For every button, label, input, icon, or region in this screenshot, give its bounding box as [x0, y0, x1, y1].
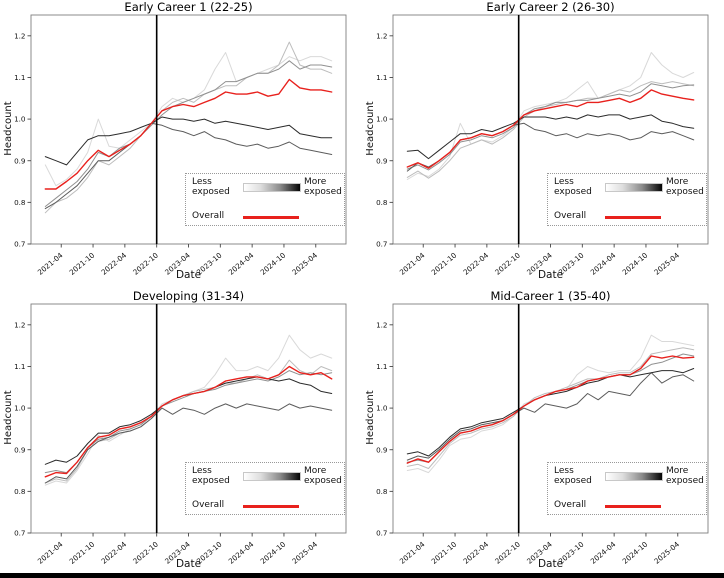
series-quintile-5-most-exposed [44, 376, 333, 465]
legend-exposure-row: Less exposed More exposed [192, 466, 342, 487]
x-axis-label: Date [175, 558, 202, 570]
overall-line-swatch [605, 504, 661, 508]
legend-less-exposed-label: Less exposed [554, 466, 592, 486]
legend: Less exposed More exposed Overall [547, 173, 707, 226]
legend-more-exposed-label: More exposed [304, 466, 342, 486]
y-tick-label: 1.2 [14, 31, 25, 40]
legend-overall-row: Overall [192, 500, 338, 511]
subplot-early-career-1: 0.7 0.8 0.9 1.0 1.1 1.2 2021-04 2021-10 2022-04 2… [0, 0, 362, 289]
legend: Less exposed More exposed Overall [185, 462, 345, 515]
series-quintile-1-least-exposed [44, 52, 333, 187]
series-quintile-2 [406, 347, 695, 469]
figure-bottom-border [0, 573, 724, 578]
series-overall [406, 89, 695, 169]
legend-overall-label: Overall [554, 500, 587, 511]
series-quintile-5-most-exposed [406, 114, 695, 160]
legend-less-exposed-label: Less exposed [192, 177, 230, 197]
x-axis-label: Date [537, 269, 564, 281]
y-tick-label: 0.7 [14, 529, 25, 538]
exposure-gradient-swatch [605, 183, 663, 193]
y-tick-label: 1.1 [376, 362, 387, 371]
subplot-early-career-2: 0.7 0.8 0.9 1.0 1.1 1.2 2021-04 2021-10 2022-04 2… [362, 0, 724, 289]
y-tick-label: 0.7 [376, 240, 387, 249]
exposure-gradient-swatch [605, 472, 663, 482]
legend-more-exposed-label: More exposed [666, 177, 704, 197]
series-quintile-3 [406, 83, 695, 171]
series-quintile-3 [44, 60, 333, 207]
series-quintile-5-most-exposed [406, 368, 695, 457]
subplot-developing: 0.7 0.8 0.9 1.0 1.1 1.2 2021-04 2021-10 2022-04 2… [0, 289, 362, 578]
y-axis-label: Headcount [365, 390, 376, 445]
overall-line-swatch [243, 504, 299, 508]
series-quintile-4 [44, 122, 333, 210]
y-tick-label: 1.1 [14, 362, 25, 371]
legend-overall-label: Overall [192, 500, 225, 511]
legend-overall-row: Overall [192, 211, 338, 222]
series-overall [406, 355, 695, 464]
y-axis-label: Headcount [3, 390, 14, 445]
chart-title: Early Career 2 (26-30) [486, 0, 615, 14]
overall-line-swatch [243, 215, 299, 219]
series-quintile-1-least-exposed [406, 52, 695, 180]
y-tick-label: 1.1 [376, 73, 387, 82]
legend-more-exposed-label: More exposed [666, 466, 704, 486]
legend-overall-row: Overall [554, 211, 700, 222]
legend-more-exposed-label: More exposed [304, 177, 342, 197]
chart-title: Mid-Career 1 (35-40) [490, 289, 611, 303]
y-tick-label: 1.2 [14, 320, 25, 329]
y-axis-label: Headcount [365, 101, 376, 156]
y-tick-label: 0.9 [14, 156, 26, 165]
legend-overall-label: Overall [554, 211, 587, 222]
y-tick-label: 1.0 [14, 404, 26, 413]
x-axis-label: Date [537, 558, 564, 570]
subplot-mid-career-1: 0.7 0.8 0.9 1.0 1.1 1.2 2021-04 2021-10 2022-04 2… [362, 289, 724, 578]
legend-exposure-row: Less exposed More exposed [554, 466, 704, 487]
legend: Less exposed More exposed Overall [185, 173, 345, 226]
y-tick-label: 0.7 [14, 240, 25, 249]
chart-title: Developing (31-34) [132, 289, 245, 303]
exposure-gradient-swatch [243, 183, 301, 193]
series-quintile-4 [406, 372, 695, 461]
y-axis-label: Headcount [3, 101, 14, 156]
y-tick-label: 1.0 [376, 404, 388, 413]
series-quintile-4 [44, 403, 333, 484]
y-tick-label: 0.8 [14, 487, 26, 496]
exposure-gradient-swatch [243, 472, 301, 482]
y-tick-label: 1.2 [376, 320, 387, 329]
legend-exposure-row: Less exposed More exposed [192, 177, 342, 198]
series-quintile-3 [44, 370, 333, 474]
x-axis-label: Date [175, 269, 202, 281]
series-quintile-5-most-exposed [44, 116, 333, 166]
y-tick-label: 1.0 [14, 115, 26, 124]
y-tick-label: 0.8 [14, 198, 26, 207]
series-quintile-2 [406, 81, 695, 179]
series-quintile-4 [406, 122, 695, 172]
y-tick-label: 0.8 [376, 487, 388, 496]
series-overall [44, 78, 333, 190]
legend-exposure-row: Less exposed More exposed [554, 177, 704, 198]
y-tick-label: 0.7 [376, 529, 387, 538]
legend-overall-row: Overall [554, 500, 700, 511]
legend: Less exposed More exposed Overall [547, 462, 707, 515]
overall-line-swatch [605, 215, 661, 219]
legend-overall-label: Overall [192, 211, 225, 222]
y-tick-label: 0.9 [376, 445, 388, 454]
y-tick-label: 0.9 [376, 156, 388, 165]
legend-less-exposed-label: Less exposed [554, 177, 592, 197]
legend-less-exposed-label: Less exposed [192, 466, 230, 486]
y-tick-label: 0.9 [14, 445, 26, 454]
series-quintile-3 [406, 353, 695, 463]
series-overall [44, 365, 333, 478]
chart-title: Early Career 1 (22-25) [124, 0, 253, 14]
y-tick-label: 1.2 [376, 31, 387, 40]
y-tick-label: 0.8 [376, 198, 388, 207]
y-tick-label: 1.0 [376, 115, 388, 124]
y-tick-label: 1.1 [14, 73, 25, 82]
